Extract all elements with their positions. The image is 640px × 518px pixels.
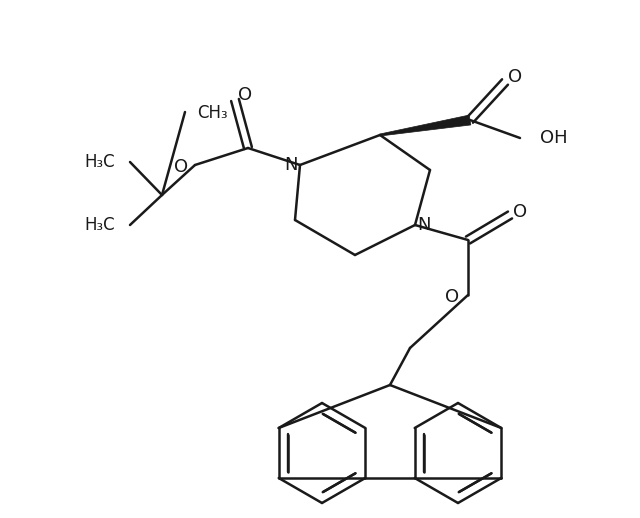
Text: O: O	[445, 288, 459, 306]
Text: CH₃: CH₃	[197, 104, 228, 122]
Text: O: O	[238, 86, 252, 104]
Text: OH: OH	[540, 129, 568, 147]
Text: H₃C: H₃C	[84, 216, 115, 234]
Text: H₃C: H₃C	[84, 153, 115, 171]
Polygon shape	[380, 115, 471, 136]
Text: O: O	[508, 68, 522, 86]
Text: N: N	[417, 216, 431, 234]
Text: O: O	[513, 203, 527, 221]
Text: O: O	[174, 158, 188, 176]
Text: N: N	[284, 156, 298, 174]
